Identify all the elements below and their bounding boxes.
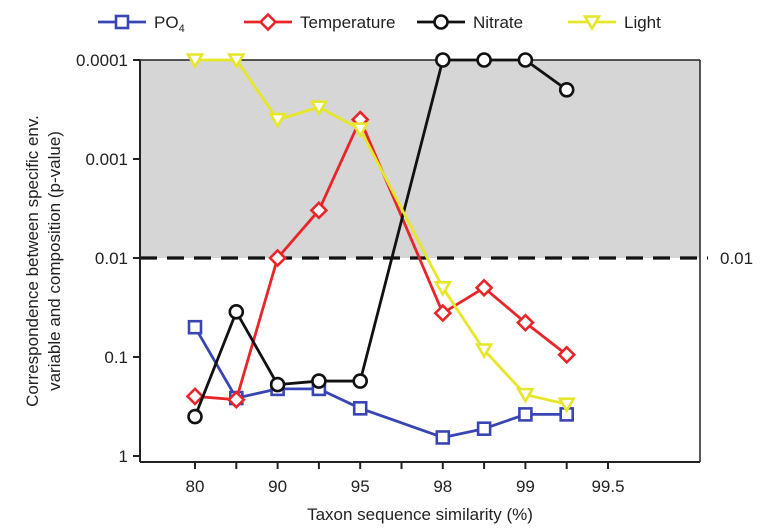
legend-label: Light: [624, 13, 661, 32]
legend-marker: [114, 14, 130, 30]
x-tick-label: 99.5: [591, 477, 624, 496]
legend-marker: [258, 12, 278, 32]
data-point: [352, 401, 368, 416]
data-point: [518, 407, 533, 422]
legend-label: PO4: [154, 13, 185, 35]
data-point: [350, 122, 370, 139]
data-point: [557, 397, 576, 414]
data-point: [558, 82, 575, 98]
series-nitrate: [187, 52, 575, 425]
data-point: [474, 278, 494, 298]
series-temperature: [185, 110, 577, 410]
data-point: [309, 100, 329, 117]
x-tick-label: 99: [516, 477, 535, 496]
threshold-label: 0.01: [720, 249, 753, 268]
legend-item-nitrate: Nitrate: [417, 13, 523, 32]
data-point: [185, 53, 205, 70]
data-point: [187, 319, 203, 335]
legend-item-temperature: Temperature: [244, 12, 395, 32]
legend-label-main: PO: [154, 13, 179, 32]
y-tick-label: 0.01: [95, 249, 128, 268]
axes-layer: 0.0001 0.001 0.01 0.1 1 80 90 95 98 99 99.5 Taxon s…: [23, 51, 701, 524]
data-point: [268, 112, 287, 129]
series-layer: [185, 52, 577, 445]
data-point: [311, 373, 327, 389]
data-point: [185, 387, 205, 406]
data-point: [352, 373, 369, 389]
data-point: [435, 430, 451, 445]
data-point: [516, 387, 535, 404]
y-tick-label: 0.001: [85, 150, 128, 169]
legend-item-light: Light: [568, 13, 661, 32]
data-point: [187, 408, 203, 425]
series-line: [193, 326, 567, 439]
data-point: [474, 343, 494, 360]
x-axis-title: Taxon sequence similarity (%): [307, 505, 533, 524]
significance-region: [140, 60, 700, 258]
legend-label: Temperature: [300, 13, 395, 32]
x-tick-label: 95: [351, 477, 370, 496]
legend-marker: [582, 15, 602, 32]
y-tick-label: 0.0001: [76, 51, 128, 70]
data-point: [227, 53, 246, 70]
data-point: [226, 390, 246, 410]
significance-region-layer: [140, 60, 700, 258]
x-tick-label: 90: [268, 477, 287, 496]
legend-label-subscript: 4: [179, 23, 185, 35]
data-point: [309, 200, 329, 220]
y-axis-title-line2: variable and composition (p-value): [45, 131, 64, 391]
y-tick-label: 1: [119, 447, 128, 466]
data-point: [434, 52, 451, 68]
data-point: [269, 376, 286, 393]
data-point: [268, 248, 287, 268]
x-tick-label: 80: [186, 477, 205, 496]
data-point: [433, 303, 453, 323]
data-point: [516, 313, 535, 333]
series-light: [185, 53, 576, 414]
y-axis-title-line1: Correspondence between specific env.: [23, 115, 42, 407]
data-point: [557, 345, 577, 365]
legend-layer: PO4 Temperature Nitrate Light: [98, 12, 661, 35]
y-tick-label: 0.1: [104, 348, 128, 367]
legend-item-po4: PO4: [98, 13, 185, 35]
threshold-layer: 0.01: [140, 249, 753, 268]
data-point: [476, 421, 492, 436]
legend-marker: [433, 14, 449, 30]
legend-label: Nitrate: [473, 13, 523, 32]
x-tick-label: 98: [433, 477, 452, 496]
data-point: [517, 52, 534, 68]
data-point: [433, 280, 453, 297]
data-point: [476, 52, 492, 68]
data-point: [228, 304, 245, 320]
